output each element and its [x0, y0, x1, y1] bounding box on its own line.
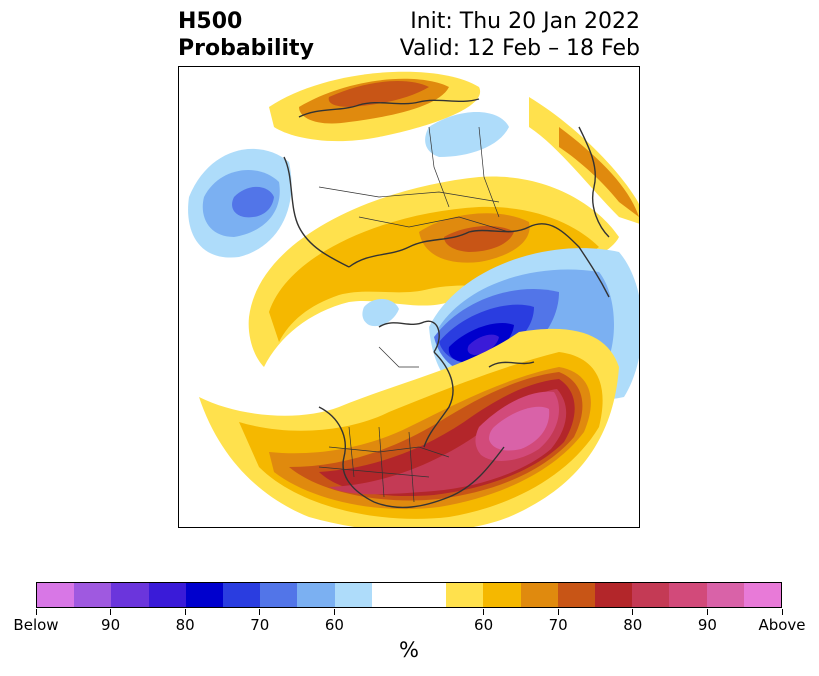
colorbar-cell — [706, 583, 744, 607]
anomaly-above-north-inner — [328, 81, 429, 107]
colorbar-tick — [259, 609, 261, 615]
colorbar-cell — [632, 583, 670, 607]
colorbar-cell — [297, 583, 335, 607]
colorbar-cell — [483, 583, 521, 607]
colorbar-cell — [111, 583, 149, 607]
colorbar-tick — [706, 609, 708, 615]
colorbar-tick — [110, 609, 112, 615]
colorbar-tick — [557, 609, 559, 615]
colorbar-cell — [260, 583, 298, 607]
valid-range: Valid: 12 Feb – 18 Feb — [399, 36, 640, 61]
colorbar — [36, 582, 782, 608]
anomaly-above-atlantic-pink — [489, 406, 550, 451]
coastlines — [283, 98, 610, 509]
colorbar-tick-label: 60 — [474, 616, 494, 634]
colorbar-tick-label: Below — [13, 616, 59, 634]
map-dates: Init: Thu 20 Jan 2022 Valid: 12 Feb – 18… — [400, 8, 640, 62]
colorbar-cell — [185, 583, 224, 607]
colorbar-cell — [595, 583, 633, 607]
colorbar-cell — [446, 583, 484, 607]
anomaly-above-northeast-core — [559, 127, 639, 217]
country-borders — [318, 126, 510, 503]
colorbar-cell — [74, 583, 112, 607]
anomaly-above-eurasia-inner — [444, 225, 514, 252]
anomaly-below-pole — [362, 298, 399, 327]
colorbar-tick-label: 80 — [175, 616, 195, 634]
colorbar-tick — [632, 609, 634, 615]
init-date: Init: Thu 20 Jan 2022 — [410, 9, 640, 34]
colorbar-tick-label: 70 — [250, 616, 270, 634]
colorbar-cell — [557, 583, 596, 607]
colorbar-cell — [223, 583, 261, 607]
colorbar-cell — [371, 583, 410, 607]
title-variable: H500 — [178, 9, 243, 34]
colorbar-tick — [184, 609, 186, 615]
colorbar-tick-label: 70 — [548, 616, 568, 634]
colorbar-tick-label: 90 — [697, 616, 717, 634]
map-title: H500 Probability — [178, 8, 314, 62]
map-panel — [178, 66, 640, 528]
anomaly-below-atlantic-inner — [467, 334, 499, 355]
colorbar-cell — [409, 583, 447, 607]
anomaly-below-siberia — [425, 112, 509, 157]
polar-map — [179, 67, 639, 527]
title-type: Probability — [178, 36, 314, 61]
colorbar-cell — [334, 583, 372, 607]
colorbar-cell — [669, 583, 707, 607]
colorbar-tick — [483, 609, 485, 615]
colorbar-tick — [35, 609, 37, 615]
probability-field — [179, 67, 639, 527]
colorbar-tick-label: 60 — [324, 616, 344, 634]
colorbar-tick-label: Above — [758, 616, 806, 634]
anomaly-below-pacific-core — [232, 186, 274, 218]
colorbar-tick-label: 90 — [101, 616, 121, 634]
colorbar-cell — [743, 583, 782, 607]
colorbar-cell — [148, 583, 186, 607]
colorbar-tick — [781, 609, 783, 615]
colorbar-tick-label: 80 — [623, 616, 643, 634]
colorbar-cell — [520, 583, 558, 607]
colorbar-tick — [333, 609, 335, 615]
colorbar-cell — [37, 583, 75, 607]
colorbar-unit: % — [399, 638, 419, 662]
